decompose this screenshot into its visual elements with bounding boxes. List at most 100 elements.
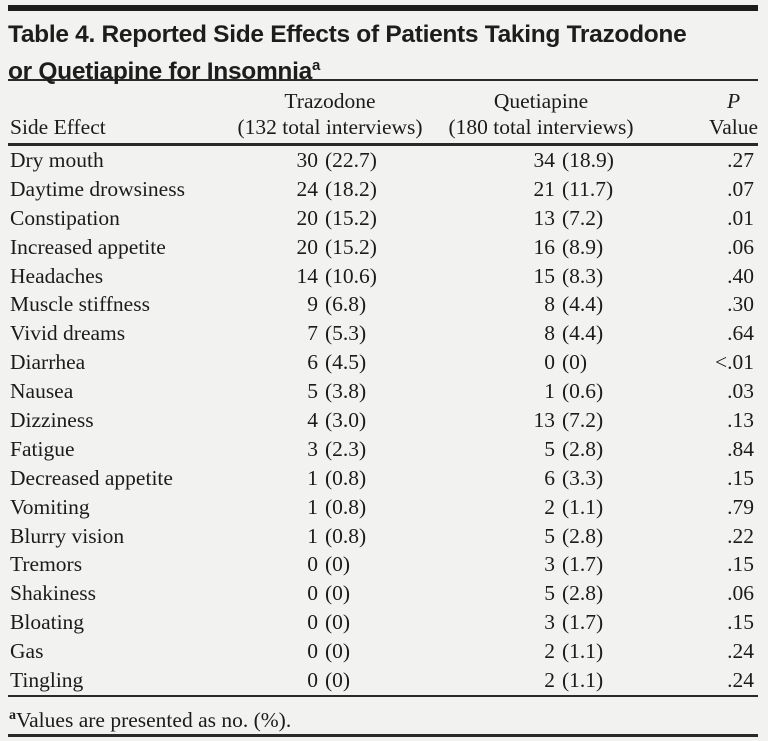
- quetiapine-cell: 3 (1.7): [430, 608, 652, 637]
- table-row: Daytime drowsiness 24 (18.2) 21 (11.7) .…: [8, 175, 758, 204]
- p-value-cell: .27: [727, 148, 754, 172]
- quetiapine-percent: (1.1): [562, 668, 604, 693]
- quetiapine-percent: (1.7): [562, 610, 604, 635]
- p-value-cell: .84: [727, 436, 754, 461]
- table-row: Bloating 0 (0) 3 (1.7) .15: [8, 608, 758, 637]
- side-effect-cell: Headaches: [10, 263, 104, 288]
- quetiapine-count: 3: [544, 610, 555, 635]
- title-divider-rule: [8, 79, 758, 81]
- table-row: Muscle stiffness 9 (6.8) 8 (4.4) .30: [8, 290, 758, 319]
- quetiapine-header-label: Quetiapine: [493, 89, 589, 113]
- side-effect-cell: Blurry vision: [10, 523, 125, 548]
- trazodone-count: 3: [307, 436, 318, 461]
- trazodone-cell: 1 (0.8): [230, 522, 430, 551]
- trazodone-count: 30: [296, 148, 319, 172]
- trazodone-percent: (0.8): [325, 465, 367, 490]
- trazodone-percent: (2.3): [325, 436, 367, 461]
- p-value-cell: .22: [727, 523, 754, 548]
- column-header-trazodone: Trazodone (132 total interviews): [230, 88, 430, 140]
- side-effect-cell: Increased appetite: [10, 234, 166, 259]
- trazodone-cell: 7 (5.3): [230, 319, 430, 348]
- trazodone-cell: 0 (0): [230, 637, 430, 666]
- table-row: Dizziness 4 (3.0) 13 (7.2) .13: [8, 406, 758, 435]
- trazodone-cell: 6 (4.5): [230, 348, 430, 377]
- trazodone-count: 1: [307, 523, 318, 548]
- table-row: Gas 0 (0) 2 (1.1) .24: [8, 637, 758, 666]
- table-row: Tingling 0 (0) 2 (1.1) .24: [8, 666, 758, 695]
- quetiapine-cell: 1 (0.6): [430, 377, 652, 406]
- trazodone-count: 0: [307, 610, 318, 635]
- trazodone-count: 7: [307, 321, 318, 346]
- p-header-label: P: [726, 89, 741, 113]
- body-divider-rule: [8, 694, 758, 697]
- p-value-cell: .03: [727, 379, 754, 404]
- quetiapine-cell: 2 (1.1): [430, 666, 652, 695]
- table-footnote: aValues are presented as no. (%).: [8, 697, 758, 734]
- footnote-superscript: a: [9, 707, 16, 723]
- quetiapine-percent: (4.4): [562, 321, 604, 346]
- quetiapine-count: 2: [544, 668, 555, 693]
- side-effect-cell: Muscle stiffness: [10, 292, 150, 317]
- bottom-rule: [8, 733, 758, 737]
- p-value-cell: <.01: [714, 350, 754, 375]
- quetiapine-count: 5: [544, 436, 555, 461]
- table-title-superscript: a: [311, 57, 320, 74]
- trazodone-count: 0: [307, 552, 318, 577]
- quetiapine-cell: 15 (8.3): [430, 262, 652, 291]
- quetiapine-cell: 8 (4.4): [430, 319, 652, 348]
- trazodone-count: 20: [296, 205, 319, 230]
- quetiapine-cell: 13 (7.2): [430, 204, 652, 233]
- table-row: Diarrhea 6 (4.5) 0 (0) <.01: [8, 348, 758, 377]
- quetiapine-count: 3: [544, 552, 555, 577]
- column-header-p-value: P Value: [652, 88, 758, 140]
- table-row: Decreased appetite 1 (0.8) 6 (3.3) .15: [8, 464, 758, 493]
- quetiapine-percent: (0): [562, 350, 588, 375]
- quetiapine-cell: 34 (18.9): [430, 146, 652, 175]
- quetiapine-cell: 0 (0): [430, 348, 652, 377]
- trazodone-count: 4: [307, 408, 318, 433]
- p-value-cell: .07: [727, 176, 754, 201]
- quetiapine-percent: (0.6): [562, 379, 604, 404]
- quetiapine-percent: (8.3): [562, 263, 604, 288]
- p-value-cell: .24: [727, 668, 754, 693]
- p-value-cell: .15: [727, 552, 754, 577]
- trazodone-count: 1: [307, 494, 318, 519]
- p-value-cell: .15: [727, 610, 754, 635]
- quetiapine-percent: (2.8): [562, 436, 604, 461]
- side-effect-cell: Gas: [10, 639, 44, 664]
- quetiapine-count: 21: [533, 176, 556, 201]
- p-value-cell: .15: [727, 465, 754, 490]
- column-header-side-effect: Side Effect: [10, 115, 106, 139]
- table-row: Blurry vision 1 (0.8) 5 (2.8) .22: [8, 522, 758, 551]
- quetiapine-cell: 2 (1.1): [430, 637, 652, 666]
- value-header-label: Value: [709, 115, 758, 139]
- trazodone-cell: 24 (18.2): [230, 175, 430, 204]
- p-value-cell: .24: [727, 639, 754, 664]
- p-value-cell: .30: [727, 292, 754, 317]
- table-body: Dry mouth 30 (22.7) 34 (18.9) .27 Daytim…: [8, 146, 758, 695]
- quetiapine-cell: 13 (7.2): [430, 406, 652, 435]
- table-header-row: Side Effect Trazodone (132 total intervi…: [8, 81, 758, 143]
- trazodone-percent: (22.7): [325, 148, 377, 172]
- side-effect-cell: Dry mouth: [10, 148, 104, 172]
- quetiapine-header-subtext: (180 total interviews): [448, 115, 634, 139]
- side-effect-cell: Bloating: [10, 610, 85, 635]
- quetiapine-count: 2: [544, 494, 555, 519]
- quetiapine-cell: 5 (2.8): [430, 522, 652, 551]
- side-effect-cell: Constipation: [10, 205, 120, 230]
- quetiapine-cell: 2 (1.1): [430, 493, 652, 522]
- p-value-cell: .40: [727, 263, 754, 288]
- side-effect-cell: Nausea: [10, 379, 74, 404]
- table-row: Vivid dreams 7 (5.3) 8 (4.4) .64: [8, 319, 758, 348]
- trazodone-cell: 30 (22.7): [230, 146, 430, 175]
- quetiapine-cell: 5 (2.8): [430, 579, 652, 608]
- table-row: Increased appetite 20 (15.2) 16 (8.9) .0…: [8, 233, 758, 262]
- p-value-cell: .01: [727, 205, 754, 230]
- trazodone-percent: (0.8): [325, 494, 367, 519]
- trazodone-cell: 5 (3.8): [230, 377, 430, 406]
- trazodone-percent: (0.8): [325, 523, 367, 548]
- quetiapine-percent: (3.3): [562, 465, 604, 490]
- quetiapine-count: 13: [533, 205, 556, 230]
- quetiapine-cell: 3 (1.7): [430, 550, 652, 579]
- table-title-line-1: Table 4. Reported Side Effects of Patien…: [8, 21, 687, 48]
